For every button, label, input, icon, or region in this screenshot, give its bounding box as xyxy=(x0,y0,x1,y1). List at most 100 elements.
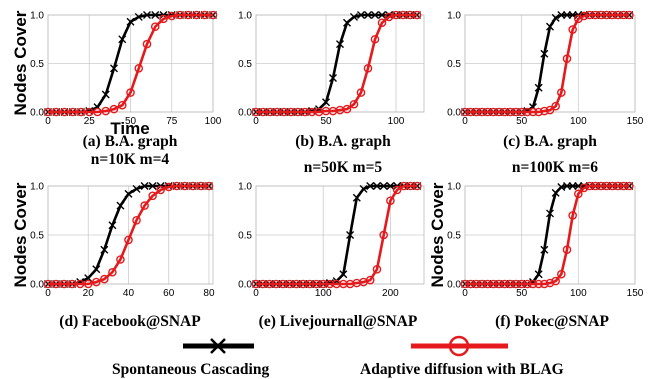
circle-marker xyxy=(132,215,141,225)
circle-marker xyxy=(562,245,572,254)
circle-marker xyxy=(568,25,577,34)
x-marker xyxy=(151,11,160,19)
circle-marker xyxy=(124,235,133,245)
x-marker xyxy=(143,11,151,19)
circle-marker xyxy=(109,104,119,114)
circle-marker xyxy=(59,279,69,289)
circle-marker xyxy=(619,181,628,191)
circle-marker xyxy=(477,107,487,117)
circle-marker xyxy=(585,181,594,191)
circle-marker xyxy=(472,279,481,289)
x-marker xyxy=(534,270,543,279)
series-line-blag xyxy=(48,13,213,114)
x-marker xyxy=(336,40,344,49)
circle-marker xyxy=(523,279,532,289)
x-tick-label: 40 xyxy=(123,288,135,299)
x-tick-label: 150 xyxy=(627,116,644,127)
plot-frame xyxy=(47,14,214,113)
x-marker xyxy=(568,182,577,190)
x-marker xyxy=(116,201,125,210)
x-tick-label: 150 xyxy=(627,288,644,299)
circle-marker xyxy=(167,11,177,21)
panel-caption: n=50K m=5 xyxy=(304,159,383,176)
circle-marker xyxy=(164,182,174,192)
circle-marker xyxy=(596,181,606,191)
y-tick-label: 1.0 xyxy=(30,11,44,22)
x-marker xyxy=(551,13,560,22)
circle-marker xyxy=(140,201,149,210)
y-tick-label: 1.0 xyxy=(30,182,44,193)
circle-marker xyxy=(60,107,69,117)
circle-marker xyxy=(68,107,78,117)
circle-marker xyxy=(625,181,634,191)
circle-marker xyxy=(483,107,492,117)
circle-marker xyxy=(562,54,572,63)
x-marker xyxy=(148,182,157,190)
circle-marker xyxy=(511,107,521,117)
circle-marker xyxy=(196,181,206,191)
x-tick-label: 0 xyxy=(45,116,51,127)
circle-marker xyxy=(363,64,373,73)
x-marker xyxy=(110,64,118,73)
circle-marker xyxy=(506,107,515,117)
legend-label-blag: Adaptive diffusion with BLAG xyxy=(360,361,564,378)
legend: Spontaneous Cascading Adaptive diffusion… xyxy=(112,335,564,378)
y-tick-label: 0.0 xyxy=(238,280,252,291)
x-tick-label: 75 xyxy=(166,116,178,127)
circle-marker xyxy=(43,279,53,289)
circle-marker xyxy=(156,185,165,195)
circle-marker xyxy=(489,107,498,117)
plot-frame xyxy=(47,185,214,285)
x-tick-label: 20 xyxy=(83,288,95,299)
y-tick-label: 1.0 xyxy=(238,182,252,193)
circle-marker xyxy=(460,279,470,289)
y-tick-label: 0.5 xyxy=(238,231,252,242)
circle-marker xyxy=(517,107,526,117)
x-tick-label: 80 xyxy=(203,288,215,299)
x-marker xyxy=(563,11,571,19)
x-marker xyxy=(546,22,554,31)
circle-marker xyxy=(613,10,623,20)
x-tick-label: 25 xyxy=(84,116,96,127)
y-axis-label: Nodes Cover xyxy=(428,182,447,287)
x-marker xyxy=(100,245,109,254)
circle-marker xyxy=(489,279,498,289)
circle-marker xyxy=(540,106,549,116)
circle-marker xyxy=(602,10,611,20)
circle-marker xyxy=(500,107,509,117)
circle-marker xyxy=(356,88,366,97)
circle-marker xyxy=(506,279,515,289)
circle-marker xyxy=(200,10,210,20)
circle-marker xyxy=(142,39,152,49)
x-marker xyxy=(92,265,101,274)
plot-frame xyxy=(464,14,636,113)
circle-marker xyxy=(619,10,628,20)
x-tick-label: 0 xyxy=(462,116,468,127)
circle-marker xyxy=(568,211,577,220)
circle-marker xyxy=(126,88,135,97)
circle-marker xyxy=(342,104,352,114)
x-marker xyxy=(101,90,110,99)
x-tick-label: 200 xyxy=(382,288,399,299)
circle-marker xyxy=(83,279,93,289)
x-marker xyxy=(329,74,337,83)
circle-marker xyxy=(494,107,504,117)
circle-marker xyxy=(466,279,475,289)
circle-marker xyxy=(608,181,617,191)
circle-marker xyxy=(365,275,375,285)
circle-marker xyxy=(494,279,504,289)
circle-marker xyxy=(500,279,509,289)
circle-marker xyxy=(51,279,61,289)
panel-caption: (b) B.A. graph xyxy=(295,133,391,150)
circle-marker xyxy=(591,181,600,191)
circle-marker xyxy=(204,181,214,191)
x-marker xyxy=(343,18,351,27)
y-tick-label: 1.0 xyxy=(447,11,461,22)
circle-marker xyxy=(175,10,185,20)
y-tick-label: 0.0 xyxy=(238,108,252,119)
panel-caption: (e) Livejournall@SNAP xyxy=(259,313,418,330)
x-marker xyxy=(108,221,117,230)
circle-marker xyxy=(370,34,380,44)
x-marker xyxy=(322,98,330,107)
circle-marker xyxy=(379,230,388,240)
